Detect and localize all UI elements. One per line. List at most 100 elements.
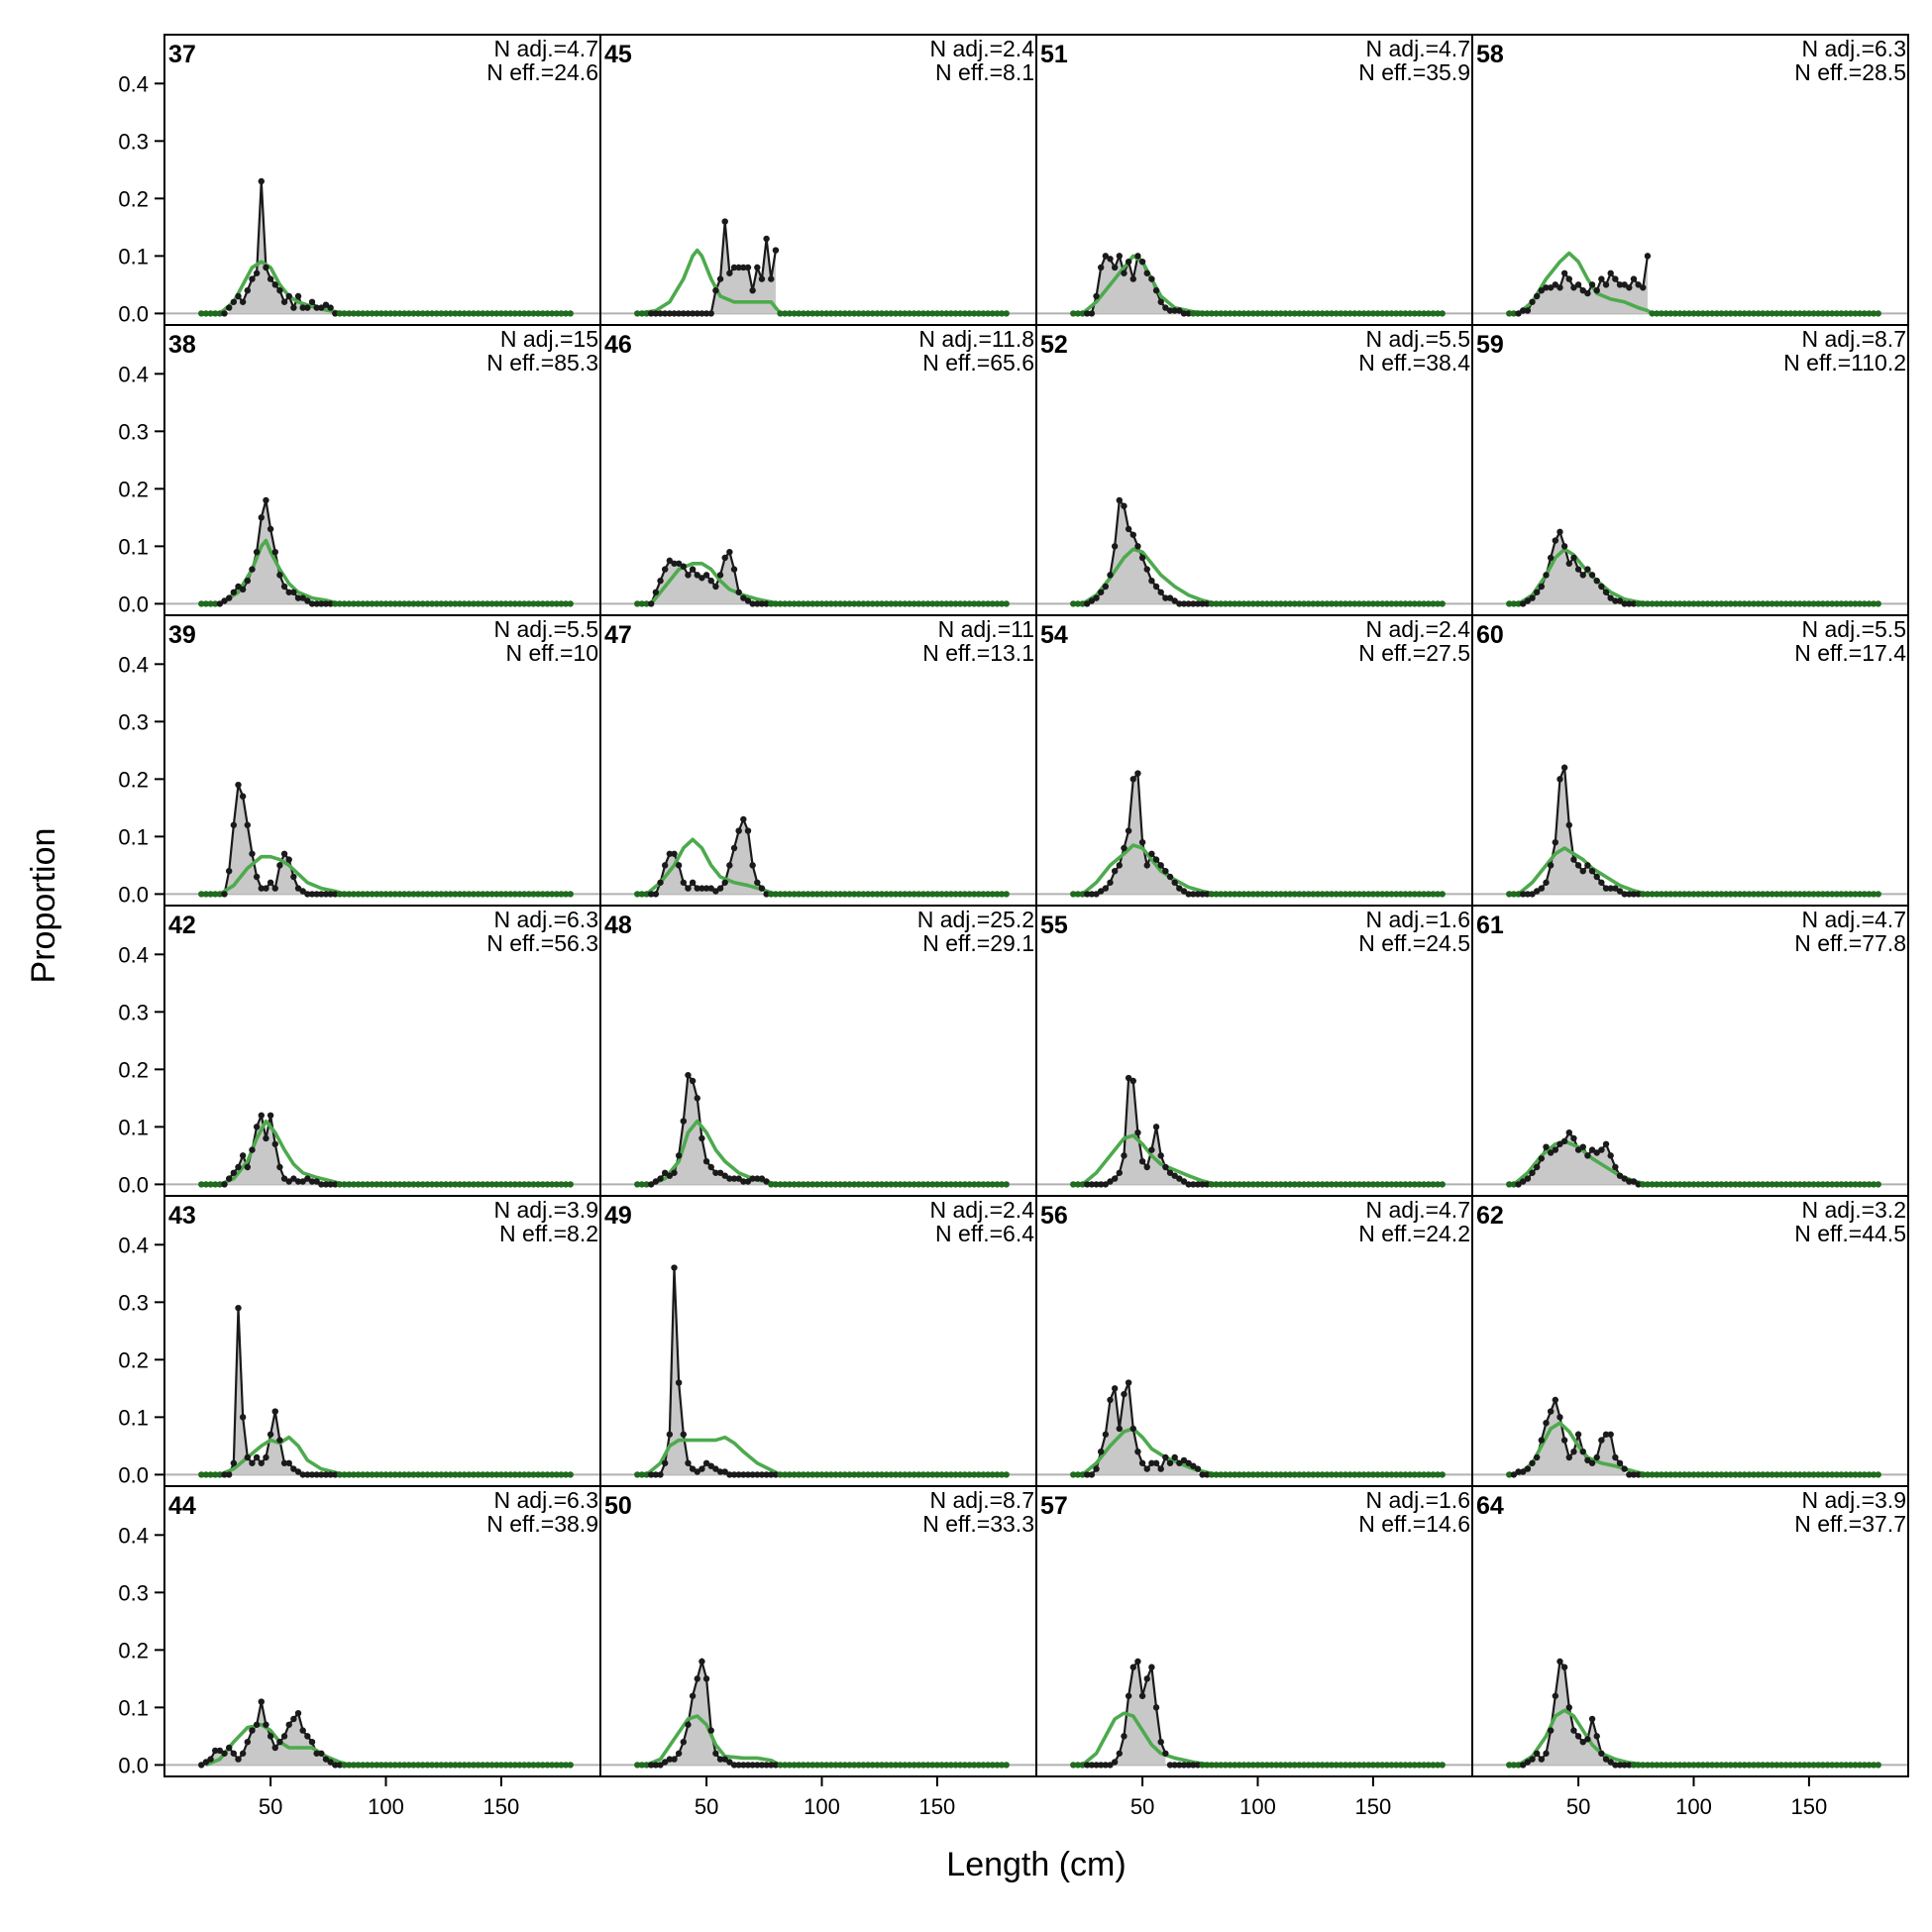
zero-point [369, 1181, 376, 1188]
zero-point [1649, 891, 1656, 898]
zero-point [1506, 1181, 1513, 1188]
panel-51: 51 N adj.=4.7N eff.=35.9 [1035, 34, 1473, 326]
zero-point [1258, 891, 1266, 898]
zero-point [818, 1762, 825, 1769]
zero-point [855, 891, 862, 898]
zero-point [869, 600, 876, 607]
zero-point [1727, 310, 1734, 317]
zero-point [1630, 1471, 1638, 1478]
zero-point [1875, 1762, 1881, 1769]
y-tick-label: 0.2 [118, 767, 149, 792]
zero-point [442, 1471, 450, 1478]
observed-point [744, 264, 752, 271]
zero-point [553, 1471, 560, 1478]
zero-point [768, 1181, 775, 1188]
observed-point [1529, 1756, 1536, 1763]
observed-point [1547, 1727, 1555, 1734]
zero-point [497, 1181, 505, 1188]
zero-point [1268, 600, 1275, 607]
observed-point [202, 1759, 210, 1766]
zero-point [883, 1471, 890, 1478]
observed-point [1138, 1692, 1146, 1699]
zero-point [675, 310, 683, 317]
observed-point [1598, 879, 1605, 886]
zero-point [1240, 1181, 1247, 1188]
zero-point [1842, 1762, 1850, 1769]
zero-point [1310, 1181, 1317, 1188]
observed-point [225, 867, 233, 875]
zero-point [1796, 1181, 1803, 1188]
observed-point [304, 304, 311, 311]
y-tick-label: 0.1 [118, 244, 149, 268]
zero-point [1842, 310, 1850, 317]
zero-point [892, 891, 900, 898]
zero-point [749, 1471, 756, 1478]
observed-point [1097, 1448, 1105, 1455]
x-tick-label: 100 [368, 1794, 404, 1819]
zero-point [1258, 1181, 1266, 1188]
zero-point [1244, 1471, 1252, 1478]
observed-point [253, 1453, 261, 1461]
zero-point [198, 891, 205, 898]
observed-point [235, 1304, 242, 1312]
zero-point [1227, 1762, 1234, 1769]
zero-point [763, 1762, 770, 1769]
zero-point [1856, 1762, 1864, 1769]
zero-point [813, 310, 821, 317]
zero-point [1801, 891, 1808, 898]
zero-point [1070, 1762, 1077, 1769]
observed-point [1579, 1143, 1586, 1150]
zero-point [1369, 1471, 1377, 1478]
n-eff-label: N eff.=10 [505, 640, 598, 666]
zero-point [558, 1762, 565, 1769]
observed-point [1157, 862, 1164, 869]
zero-point [1815, 1762, 1822, 1769]
zero-point [534, 1181, 542, 1188]
zero-point [943, 1471, 950, 1478]
observed-point [763, 1178, 770, 1185]
zero-point [1439, 600, 1446, 607]
observed-point [276, 1738, 283, 1746]
observed-point [707, 1727, 714, 1734]
zero-point [1439, 891, 1446, 898]
zero-point [657, 1762, 664, 1769]
zero-point [1218, 600, 1225, 607]
zero-point [1654, 1762, 1661, 1769]
observed-point [1588, 1715, 1596, 1723]
zero-point [827, 1762, 835, 1769]
zero-point [707, 310, 714, 317]
zero-point [360, 1181, 367, 1188]
observed-point [271, 281, 278, 288]
panel-label: 50 [604, 1492, 632, 1520]
observed-point [1524, 1465, 1532, 1472]
zero-point [1351, 891, 1358, 898]
zero-point [567, 1762, 574, 1769]
zero-point [744, 1471, 752, 1478]
zero-point [1346, 310, 1353, 317]
zero-point [1828, 1471, 1836, 1478]
panel-42: 42 N adj.=6.3N eff.=56.3 [163, 905, 601, 1197]
observed-point [1157, 298, 1164, 305]
zero-point [1430, 1471, 1437, 1478]
observed-point [749, 286, 756, 294]
observed-point [702, 1459, 710, 1466]
zero-point [1402, 600, 1409, 607]
observed-point [290, 304, 297, 311]
observed-point [1552, 537, 1559, 544]
zero-point [952, 600, 959, 607]
zero-point [350, 1471, 358, 1478]
zero-point [800, 1471, 807, 1478]
observed-point [689, 1077, 697, 1085]
zero-point [336, 1762, 344, 1769]
zero-point [1685, 891, 1693, 898]
zero-point [1185, 1181, 1192, 1188]
zero-point [1305, 1762, 1312, 1769]
zero-point [1397, 1762, 1405, 1769]
observed-point [1088, 597, 1096, 604]
zero-point [525, 1471, 533, 1478]
zero-point [906, 891, 913, 898]
zero-point [483, 1762, 491, 1769]
zero-point [841, 1471, 848, 1478]
zero-point [1254, 891, 1261, 898]
zero-point [336, 891, 344, 898]
